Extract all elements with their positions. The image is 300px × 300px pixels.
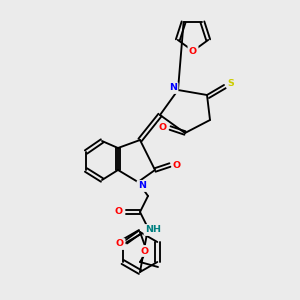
Text: O: O — [141, 247, 149, 256]
Text: N: N — [138, 182, 146, 190]
Text: O: O — [115, 208, 123, 217]
Text: O: O — [189, 46, 197, 56]
Text: N: N — [169, 83, 177, 92]
Text: O: O — [173, 160, 181, 169]
Text: O: O — [159, 124, 167, 133]
Text: NH: NH — [145, 226, 161, 235]
Text: O: O — [116, 239, 124, 248]
Text: S: S — [228, 79, 234, 88]
